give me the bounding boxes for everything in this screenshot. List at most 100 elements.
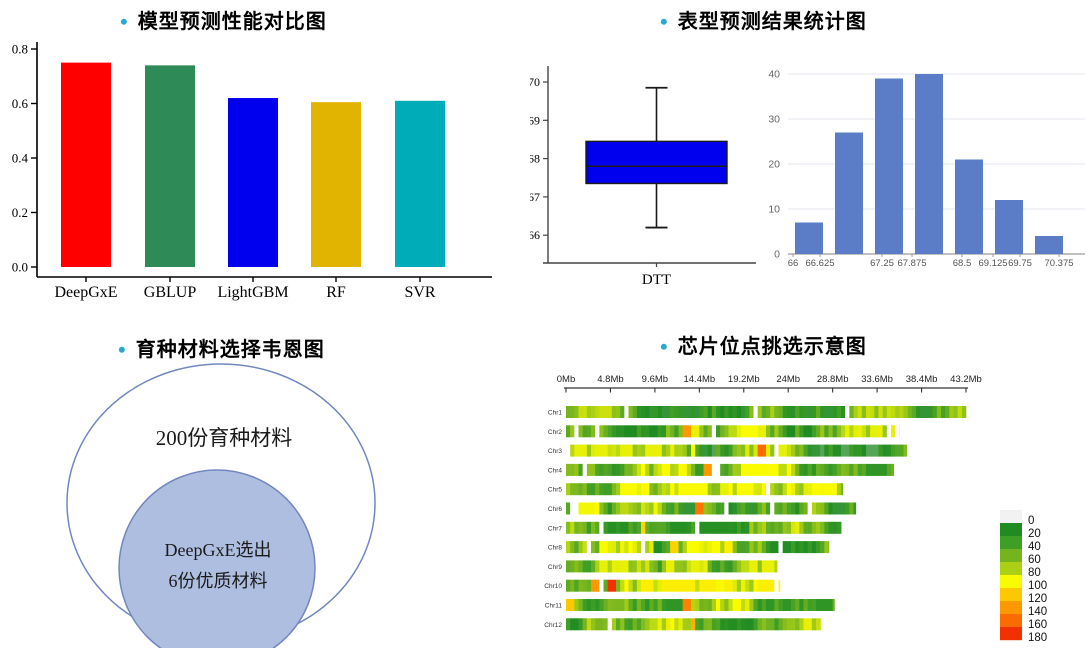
- heat-stripe: [736, 425, 742, 438]
- heat-stripe: [686, 618, 692, 631]
- hist-bar: [875, 78, 903, 254]
- venn-inner-circle: [118, 469, 316, 648]
- heat-stripe: [716, 463, 721, 476]
- heat-stripe: [828, 599, 833, 611]
- heat-stripe: [720, 541, 725, 554]
- heat-stripe: [728, 502, 733, 515]
- heat-stripe: [691, 425, 696, 438]
- heat-stripe: [824, 599, 829, 611]
- heat-stripe: [911, 406, 917, 418]
- heat-stripe: [616, 599, 621, 611]
- heat-stripe: [653, 521, 658, 534]
- heat-stripe: [595, 444, 600, 457]
- heat-stripe: [691, 560, 696, 573]
- heat-stripe: [716, 541, 721, 554]
- heat-stripe: [682, 444, 688, 457]
- heat-stripe: [828, 502, 833, 515]
- heat-stripe: [645, 502, 650, 515]
- heat-stripe: [682, 502, 688, 515]
- heat-stripe: [749, 444, 754, 457]
- heat-stripe: [624, 521, 629, 534]
- heat-stripe: [745, 406, 750, 418]
- heat-stripe: [570, 406, 575, 418]
- heat-stripe: [716, 599, 721, 611]
- heat-stripe: [620, 463, 625, 476]
- mb-tick-label: 24Mb: [776, 374, 800, 385]
- heat-stripe: [641, 406, 646, 418]
- heat-stripe: [682, 521, 688, 534]
- heat-stripe: [724, 502, 729, 515]
- y-tick-label: 66: [530, 228, 540, 242]
- heat-stripe: [741, 483, 746, 496]
- heat-stripe: [674, 541, 679, 554]
- heat-stripe: [653, 502, 658, 515]
- heat-stripe: [753, 521, 758, 534]
- heat-stripe: [728, 560, 733, 573]
- heat-stripe: [716, 406, 721, 418]
- heat-stripe: [574, 579, 579, 592]
- heat-stripe: [820, 406, 825, 418]
- heat-stripe: [757, 618, 763, 631]
- heat-stripe: [670, 541, 675, 554]
- legend-value-label: 0: [1028, 515, 1034, 527]
- heat-stripe: [770, 541, 775, 554]
- heat-stripe: [782, 444, 788, 457]
- heat-stripe: [745, 483, 750, 496]
- heat-stripe: [711, 521, 717, 534]
- heat-stripe: [786, 425, 792, 438]
- heat-stripe: [716, 579, 721, 592]
- heat-stripe: [786, 521, 792, 534]
- hist-bar: [915, 74, 943, 254]
- heat-stripe: [770, 560, 775, 573]
- y-tick-label: 0.6: [12, 96, 29, 111]
- heat-stripe: [949, 406, 954, 418]
- chr-track-Chr6: [566, 502, 857, 515]
- heat-stripe: [803, 541, 808, 554]
- heat-stripe: [691, 444, 696, 457]
- heat-stripe: [766, 502, 771, 515]
- heat-stripe: [757, 406, 763, 418]
- heat-stripe: [636, 406, 642, 418]
- heat-stripe: [624, 618, 629, 631]
- heat-stripe: [603, 618, 608, 631]
- heat-stripe: [728, 618, 733, 631]
- heat-stripe: [732, 521, 738, 534]
- heat-stripe: [853, 406, 858, 418]
- heat-stripe: [624, 579, 629, 592]
- heat-stripe: [757, 599, 763, 611]
- chr-track-Chr8: [566, 541, 830, 554]
- mb-tick-label: 33.6Mb: [861, 374, 893, 385]
- heat-stripe: [649, 541, 654, 554]
- heat-stripe: [703, 579, 708, 592]
- heat-stripe: [791, 502, 796, 515]
- heat-stripe: [570, 599, 575, 611]
- heat-stripe: [678, 541, 683, 554]
- mb-tick-label: 19.2Mb: [728, 374, 760, 385]
- title-bullet-icon: •: [660, 334, 669, 359]
- heat-stripe: [745, 618, 750, 631]
- heat-stripe: [791, 406, 796, 418]
- heat-stripe: [836, 425, 842, 438]
- heat-stripe: [782, 541, 788, 554]
- heat-stripe: [782, 483, 788, 496]
- heat-stripe: [578, 541, 583, 554]
- heat-stripe: [682, 618, 688, 631]
- heat-stripe: [774, 406, 779, 418]
- heat-stripe: [778, 502, 783, 515]
- heat-stripe: [828, 483, 833, 496]
- heat-stripe: [699, 521, 704, 534]
- heat-stripe: [791, 463, 796, 476]
- legend-value-label: 60: [1028, 554, 1041, 566]
- heat-stripe: [678, 444, 683, 457]
- heat-stripe: [795, 406, 800, 418]
- heat-stripe: [586, 502, 592, 515]
- heat-stripe: [720, 599, 725, 611]
- heat-stripe: [866, 444, 871, 457]
- heat-stripe: [686, 502, 692, 515]
- heat-stripe: [803, 502, 808, 515]
- heat-stripe: [799, 599, 804, 611]
- heat-stripe: [599, 406, 604, 418]
- heat-stripe: [582, 521, 588, 534]
- heat-stripe: [682, 541, 688, 554]
